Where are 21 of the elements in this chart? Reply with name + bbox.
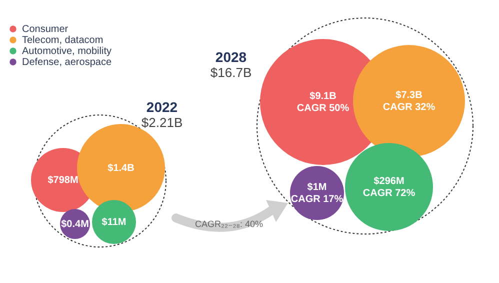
data-label: $798M [48,175,78,186]
category-label: 2022 [146,99,178,115]
data-label: $296M [374,176,404,187]
data-label: $9.1B [310,91,336,102]
legend-label: Consumer [22,24,69,35]
legend-label: Automotive, mobility [22,46,112,57]
legend-label: Defense, aerospace [22,57,112,68]
data-label: $7.3B [396,90,422,101]
legend-label: Telecom, datacom [22,35,104,46]
text: CAGR₂₂₋₂₈: 40% [195,219,263,229]
text: $2.21B [141,115,183,130]
data-label: $1.4B [108,163,134,174]
data-label: $1M [307,182,327,193]
category-label: 2028 [215,49,247,65]
data-label: $0.4M [61,219,89,230]
text: CAGR 17% [290,194,344,205]
text: CAGR 50% [296,103,350,114]
text: $16.7B [210,65,252,80]
text: CAGR 72% [362,188,416,199]
data-label: $11M [102,217,126,228]
text: CAGR 32% [382,102,436,113]
